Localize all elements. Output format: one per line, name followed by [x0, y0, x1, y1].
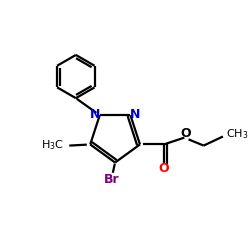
Text: CH$_3$: CH$_3$ [226, 127, 249, 141]
Text: O: O [158, 162, 169, 175]
Text: O: O [180, 127, 191, 140]
Text: N: N [90, 108, 100, 120]
Text: H$_3$C: H$_3$C [41, 139, 64, 152]
Text: Br: Br [104, 173, 120, 186]
Text: N: N [130, 108, 141, 120]
